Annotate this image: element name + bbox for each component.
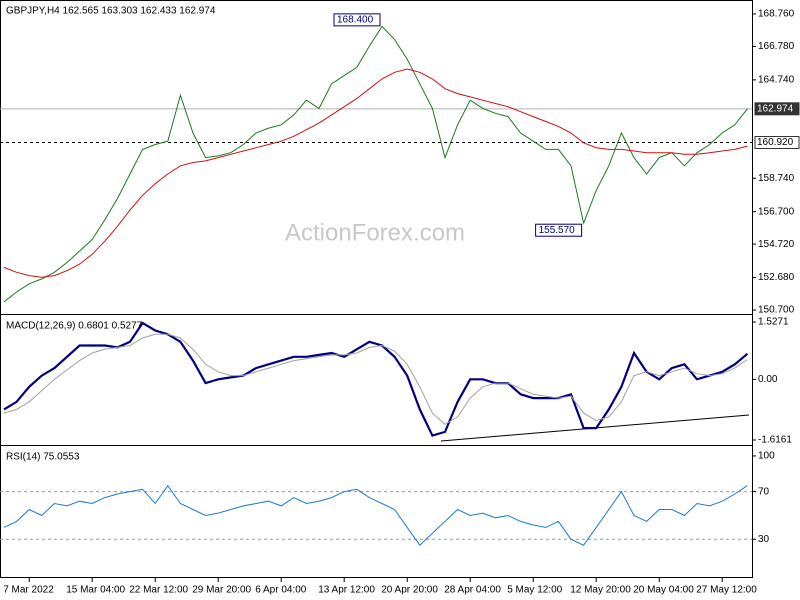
x-tick-label: 7 Mar 2022 — [3, 585, 54, 596]
x-tick-label: 22 Mar 12:00 — [129, 585, 188, 596]
panel-title: MACD(12,26,9) 0.6801 0.5277 — [6, 321, 143, 332]
y-tick-label: 30 — [758, 534, 770, 545]
annotation-label: 155.570 — [539, 225, 576, 236]
x-tick-label: 6 Apr 04:00 — [255, 585, 307, 596]
level-label: 160.920 — [757, 137, 794, 148]
panel-title: RSI(14) 75.0553 — [6, 452, 80, 463]
x-tick-label: 27 May 12:00 — [696, 585, 757, 596]
y-tick-label: 100 — [758, 451, 775, 462]
watermark: ActionForex.com — [285, 219, 465, 246]
series-line — [3, 321, 749, 437]
y-tick-label: 166.780 — [758, 41, 795, 52]
y-tick-label: 150.700 — [758, 305, 795, 316]
series-line — [3, 25, 748, 303]
y-tick-label: 70 — [758, 486, 770, 497]
series-line — [3, 484, 748, 546]
frame — [0, 0, 753, 578]
level-box — [754, 102, 800, 116]
annotation-box — [535, 223, 583, 237]
x-tick-label: 5 May 12:00 — [507, 585, 562, 596]
y-tick-label: 168.760 — [758, 9, 795, 20]
x-tick-label: 29 Mar 20:00 — [192, 585, 251, 596]
annotation-label: 168.400 — [337, 14, 374, 25]
y-tick-label: 154.720 — [758, 239, 795, 250]
level-box — [754, 135, 800, 149]
y-tick-label: 0.00 — [758, 374, 778, 385]
y-tick-label: 152.680 — [758, 272, 795, 283]
series-line — [3, 68, 748, 278]
x-tick-label: 28 Apr 04:00 — [444, 585, 501, 596]
series-line — [3, 333, 748, 426]
annotation-box — [333, 13, 381, 27]
y-tick-label: -1.6161 — [758, 435, 792, 446]
level-label: 162.974 — [757, 103, 794, 114]
y-tick-label: 158.740 — [758, 173, 795, 184]
x-tick-label: 20 Apr 20:00 — [381, 585, 438, 596]
y-tick-label: 164.740 — [758, 75, 795, 86]
x-tick-label: 20 May 04:00 — [633, 585, 694, 596]
y-tick-label: 1.5271 — [758, 317, 789, 328]
x-tick-label: 15 Mar 04:00 — [66, 585, 125, 596]
x-tick-label: 12 May 20:00 — [570, 585, 631, 596]
panel-title: GBPJPY,H4 162.565 163.303 162.433 162.97… — [6, 6, 216, 17]
y-tick-label: 156.700 — [758, 206, 795, 217]
x-tick-label: 13 Apr 12:00 — [318, 585, 375, 596]
